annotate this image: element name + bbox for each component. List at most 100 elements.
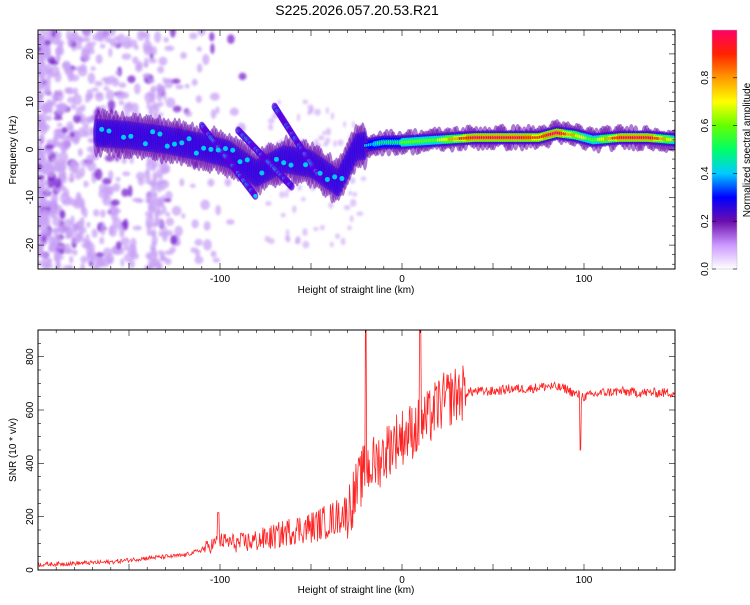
noise-blob: [77, 66, 88, 77]
ridge-branch: [288, 182, 295, 191]
ridge-hotspot: [172, 141, 177, 147]
noise-blob: [41, 252, 49, 260]
noise-blob: [51, 30, 57, 38]
noise-blob: [43, 89, 52, 96]
noise-blob: [98, 183, 108, 193]
noise-blob: [314, 108, 321, 116]
snr-xlabel: Height of straight line (km): [298, 585, 415, 596]
noise-blob: [43, 258, 52, 267]
noise-blob: [38, 112, 48, 124]
noise-blob: [132, 225, 142, 231]
ridge-hotspot: [244, 157, 250, 163]
ridge-hotspot: [259, 170, 265, 176]
noise-blob: [57, 49, 64, 56]
noise-blob: [80, 255, 88, 264]
noise-blob: [143, 47, 154, 52]
noise-blob: [144, 31, 150, 43]
noise-blob: [158, 230, 163, 237]
noise-blob: [46, 138, 56, 146]
noise-blob: [158, 56, 168, 66]
snr-series-line: [38, 330, 675, 568]
noise-blob: [69, 160, 80, 168]
noise-blob: [49, 60, 59, 66]
noise-blob: [184, 83, 190, 89]
noise-blob: [65, 231, 74, 239]
noise-blob: [115, 70, 120, 76]
noise-blob: [229, 107, 239, 116]
noise-blob: [194, 238, 203, 246]
noise-blob: [196, 46, 202, 52]
noise-blob: [38, 223, 44, 228]
y-tick-label: 800: [25, 348, 36, 365]
noise-blob: [196, 63, 203, 73]
noise-blob: [104, 77, 109, 86]
noise-blob: [44, 39, 52, 46]
y-tick-label: 0: [25, 146, 36, 152]
noise-blob: [295, 236, 301, 245]
noise-blob: [202, 53, 210, 66]
x-tick-label: -100: [210, 575, 230, 586]
noise-blob: [146, 100, 151, 106]
snr-ylabel: SNR (10 * v/v): [8, 418, 19, 482]
noise-blob: [156, 83, 161, 91]
noise-blob: [210, 250, 217, 258]
noise-blob: [85, 97, 90, 103]
noise-blob: [107, 99, 116, 111]
noise-blob: [38, 201, 42, 212]
noise-blob: [175, 84, 184, 90]
ridge-hotspot: [106, 128, 112, 134]
noise-blob: [227, 34, 235, 44]
noise-blob: [53, 133, 60, 141]
noise-blob: [47, 68, 53, 75]
x-tick-label: 0: [399, 274, 405, 285]
noise-blob: [302, 240, 310, 249]
noise-blob: [47, 30, 54, 33]
noise-blob: [179, 178, 185, 187]
snr-plot-area: [38, 330, 675, 568]
noise-blob: [226, 219, 235, 225]
noise-blob: [356, 211, 364, 216]
noise-blob: [209, 32, 215, 42]
y-tick-label: 200: [25, 508, 36, 525]
noise-blob: [190, 247, 198, 253]
noise-blob: [38, 208, 41, 217]
noise-blob: [60, 134, 69, 140]
ridge-hotspot: [201, 145, 207, 151]
noise-blob: [52, 216, 62, 227]
snr-ticks: -100 0 100 0 200 400 600 800: [25, 329, 676, 586]
noise-blob: [194, 256, 204, 264]
colorbar-tick-label: 0.8: [700, 70, 711, 84]
ridge-hotspot: [317, 170, 323, 176]
noise-blob: [38, 94, 44, 100]
noise-blob: [171, 205, 182, 216]
noise-blob: [115, 176, 121, 182]
noise-blob: [144, 211, 151, 217]
noise-blob: [144, 176, 152, 185]
noise-blob: [191, 78, 198, 86]
noise-blob: [169, 30, 176, 38]
noise-blob: [360, 176, 367, 181]
noise-blob: [163, 92, 167, 102]
noise-blob: [38, 168, 46, 173]
noise-blob: [215, 106, 220, 114]
colorbar-label: Normalized spectral amplitude: [742, 82, 750, 217]
noise-blob: [284, 235, 290, 242]
noise-blob: [38, 149, 46, 159]
noise-blob: [95, 54, 103, 65]
noise-blob: [104, 36, 112, 43]
noise-blob: [347, 225, 352, 231]
noise-blob: [99, 43, 106, 49]
noise-blob: [154, 213, 159, 223]
noise-blob: [81, 37, 91, 43]
noise-blob: [348, 190, 353, 196]
noise-blob: [165, 191, 173, 201]
noise-blob: [111, 246, 117, 255]
noise-blob: [146, 191, 151, 201]
noise-blob: [151, 92, 156, 103]
noise-blob: [351, 121, 356, 128]
noise-blob: [109, 207, 119, 212]
noise-blob: [117, 33, 126, 46]
noise-blob: [210, 43, 215, 55]
